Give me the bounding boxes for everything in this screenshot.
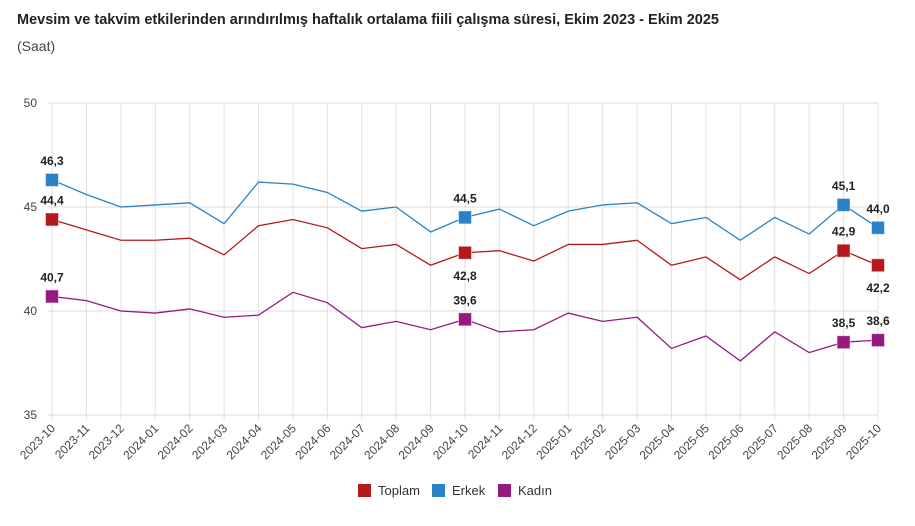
x-tick-label: 2024-03: [189, 421, 230, 462]
data-label: 44,4: [40, 193, 64, 207]
data-label: 38,5: [832, 316, 856, 330]
data-label: 44,0: [866, 202, 890, 216]
data-label: 40,7: [40, 270, 64, 284]
legend-label: Kadın: [518, 483, 552, 498]
data-point-marker: [871, 220, 885, 235]
data-label: 42,9: [832, 225, 856, 239]
data-label: 42,2: [866, 281, 890, 295]
y-tick-label: 50: [24, 96, 38, 110]
legend-marker-erkek: [432, 484, 445, 497]
x-tick-label: 2025-05: [671, 421, 712, 462]
legend-marker-toplam: [358, 484, 371, 497]
x-tick-label: 2025-06: [705, 421, 746, 462]
x-tick-label: 2024-10: [430, 421, 471, 462]
y-tick-label: 45: [24, 200, 38, 214]
x-tick-label: 2024-12: [499, 421, 540, 462]
chart-subtitle: (Saat): [17, 38, 56, 54]
data-label: 46,3: [40, 154, 64, 168]
y-tick-label: 40: [24, 304, 38, 318]
chart-title: Mevsim ve takvim etkilerinden arındırılm…: [17, 12, 719, 28]
data-point-marker: [836, 335, 851, 350]
data-point-marker: [45, 212, 59, 227]
data-point-marker: [871, 333, 885, 348]
data-label: 45,1: [832, 179, 856, 193]
x-tick-label: 2025-09: [809, 421, 850, 462]
x-tick-label: 2024-04: [224, 421, 265, 462]
data-point-marker: [458, 245, 472, 260]
x-tick-label: 2025-04: [637, 421, 678, 462]
x-tick-label: 2023-12: [86, 421, 127, 462]
legend-label: Erkek: [452, 483, 486, 498]
x-tick-label: 2025-10: [843, 421, 884, 462]
x-tick-label: 2024-11: [465, 421, 506, 462]
data-point-marker: [458, 210, 472, 225]
data-point-marker: [871, 258, 885, 273]
data-label: 42,8: [453, 269, 477, 283]
data-point-marker: [45, 289, 59, 304]
x-tick-label: 2024-09: [396, 421, 437, 462]
legend-marker-kadın: [498, 484, 511, 497]
x-tick-label: 2024-08: [361, 421, 402, 462]
x-tick-label: 2024-07: [327, 421, 368, 462]
x-tick-label: 2024-05: [258, 421, 299, 462]
data-point-marker: [836, 243, 851, 258]
legend-label: Toplam: [378, 483, 420, 498]
x-tick-label: 2025-07: [740, 421, 781, 462]
x-tick-label: 2023-10: [17, 421, 58, 462]
x-tick-label: 2025-08: [774, 421, 815, 462]
x-tick-label: 2024-01: [120, 421, 161, 462]
x-tick-label: 2025-01: [533, 421, 574, 462]
x-tick-label: 2023-11: [52, 421, 93, 462]
data-label: 38,6: [866, 314, 890, 328]
x-tick-label: 2024-02: [155, 421, 196, 462]
x-tick-label: 2024-06: [292, 421, 333, 462]
data-point-marker: [836, 197, 851, 212]
x-tick-label: 2025-03: [602, 421, 643, 462]
data-label: 44,5: [453, 191, 477, 205]
y-tick-label: 35: [24, 408, 38, 422]
x-tick-label: 2025-02: [568, 421, 609, 462]
data-point-marker: [458, 312, 472, 327]
data-label: 39,6: [453, 293, 477, 307]
data-point-marker: [45, 172, 59, 187]
